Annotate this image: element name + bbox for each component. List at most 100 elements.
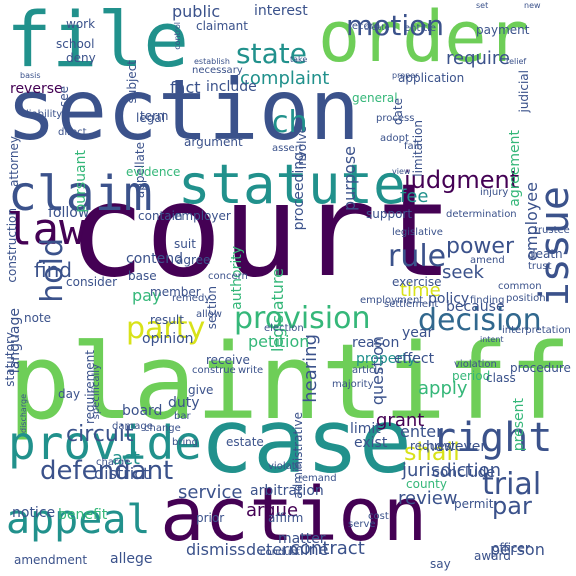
word-defendant: defendant — [40, 456, 174, 486]
word-contract: contract — [290, 538, 365, 559]
word-view: view — [392, 167, 411, 176]
word-see: see — [57, 86, 71, 108]
word-take: take — [290, 55, 308, 64]
word-legislature: legislature — [268, 268, 287, 352]
word-arbitration: arbitration — [250, 483, 324, 499]
word-say: say — [430, 557, 451, 571]
word-effect: effect — [394, 351, 435, 367]
word-majority: majority — [332, 379, 374, 390]
word-matter: matter — [278, 531, 326, 547]
word-adopt: adopt — [380, 133, 409, 144]
word-policy: policy — [428, 291, 470, 307]
word-procedure: procedure — [510, 361, 571, 375]
word-pursuant: pursuant — [73, 150, 89, 213]
word-finding: finding — [470, 295, 505, 306]
word-contain: contain — [138, 209, 183, 223]
word-note: note — [24, 311, 52, 325]
word-assert: assert — [272, 143, 303, 154]
word-damage: damage — [112, 421, 153, 432]
word-reason: reason — [352, 335, 400, 351]
word-year: year — [402, 325, 434, 341]
word-state: state — [236, 37, 307, 70]
word-affirm: affirm — [268, 511, 304, 525]
word-duty: duty — [168, 395, 200, 411]
word-provide: provide — [8, 416, 202, 470]
word-establish: establish — [194, 57, 230, 66]
word-suit: suit — [174, 237, 196, 251]
word-action: action — [160, 472, 428, 558]
word-district: district — [94, 464, 150, 483]
word-par: par — [492, 492, 532, 520]
word-employer: employer — [174, 209, 231, 223]
word-act: act — [112, 448, 140, 469]
word-petition: petition — [248, 332, 310, 351]
word-construction: construction — [5, 208, 19, 283]
word-however: however — [426, 439, 487, 455]
word-present: present — [511, 398, 527, 452]
word-property: property — [356, 351, 416, 367]
word-fact: fact — [170, 78, 201, 97]
word-remedy: remedy — [172, 293, 211, 304]
word-base: base — [128, 269, 157, 283]
word-legal: legal — [136, 111, 166, 125]
word-claim: claim — [8, 166, 153, 222]
word-argue: argue — [246, 500, 299, 521]
word-work: work — [66, 17, 96, 31]
word-employment: employment — [360, 295, 424, 306]
word-amendment: amendment — [14, 553, 88, 567]
word-grant: grant — [376, 410, 425, 431]
word-remand: remand — [298, 473, 337, 484]
word-election: election — [264, 323, 304, 334]
word-conduct: conduct — [260, 547, 301, 558]
word-request: request — [410, 439, 456, 453]
word-specifically: specifically — [91, 364, 102, 420]
word-claimant: claimant — [196, 19, 248, 33]
word-exist: exist — [354, 435, 388, 451]
word-trial: trial — [482, 467, 542, 502]
word-common: common — [498, 281, 542, 292]
word-public: public — [172, 2, 221, 21]
word-estate: estate — [226, 435, 264, 449]
word-charge: charge — [96, 457, 131, 468]
word-complaint: complaint — [240, 68, 330, 89]
word-judicial: judicial — [517, 70, 531, 113]
word-limit: limit — [350, 421, 381, 437]
word-create: create — [364, 23, 390, 32]
word-county: county — [406, 477, 447, 491]
word-provision: provision — [234, 301, 371, 336]
word-legislative: legislative — [392, 227, 443, 238]
word-circuit: circuit — [66, 422, 134, 447]
word-rule: rule — [388, 239, 447, 274]
word-ch: ch — [272, 105, 308, 140]
word-injury: injury — [480, 187, 509, 198]
word-death: death — [528, 247, 563, 261]
word-write: write — [238, 365, 264, 376]
word-trustee: trustee — [534, 225, 570, 236]
word-purpose: purpose — [340, 146, 359, 211]
word-allege: allege — [110, 551, 153, 567]
word-power: power — [446, 234, 514, 259]
word-basis: basis — [20, 71, 41, 80]
word-discharge: discharge — [19, 394, 28, 433]
word-benefit: benefit — [58, 507, 108, 523]
word-appeal: appeal — [6, 497, 151, 543]
word-period: period — [452, 369, 491, 383]
word-require: require — [446, 48, 510, 69]
word-shall: shall — [404, 438, 460, 466]
word-set: set — [476, 1, 489, 10]
word-plaintiff: plaintiff — [8, 321, 572, 443]
word-because: because — [446, 299, 505, 315]
word-interpretation: interpretation — [502, 325, 571, 336]
word-determine: determine — [246, 540, 329, 559]
word-include: include — [206, 79, 257, 95]
word-exercise: exercise — [392, 275, 442, 289]
word-proper: proper — [392, 71, 419, 80]
word-support: support — [366, 207, 413, 221]
word-administrative: administrative — [291, 412, 305, 499]
word-case: case — [200, 390, 412, 493]
word-relief: relief — [506, 57, 527, 66]
word-settlement: settlement — [384, 299, 439, 310]
word-file: file — [6, 0, 190, 84]
word-contend: contend — [126, 251, 183, 267]
